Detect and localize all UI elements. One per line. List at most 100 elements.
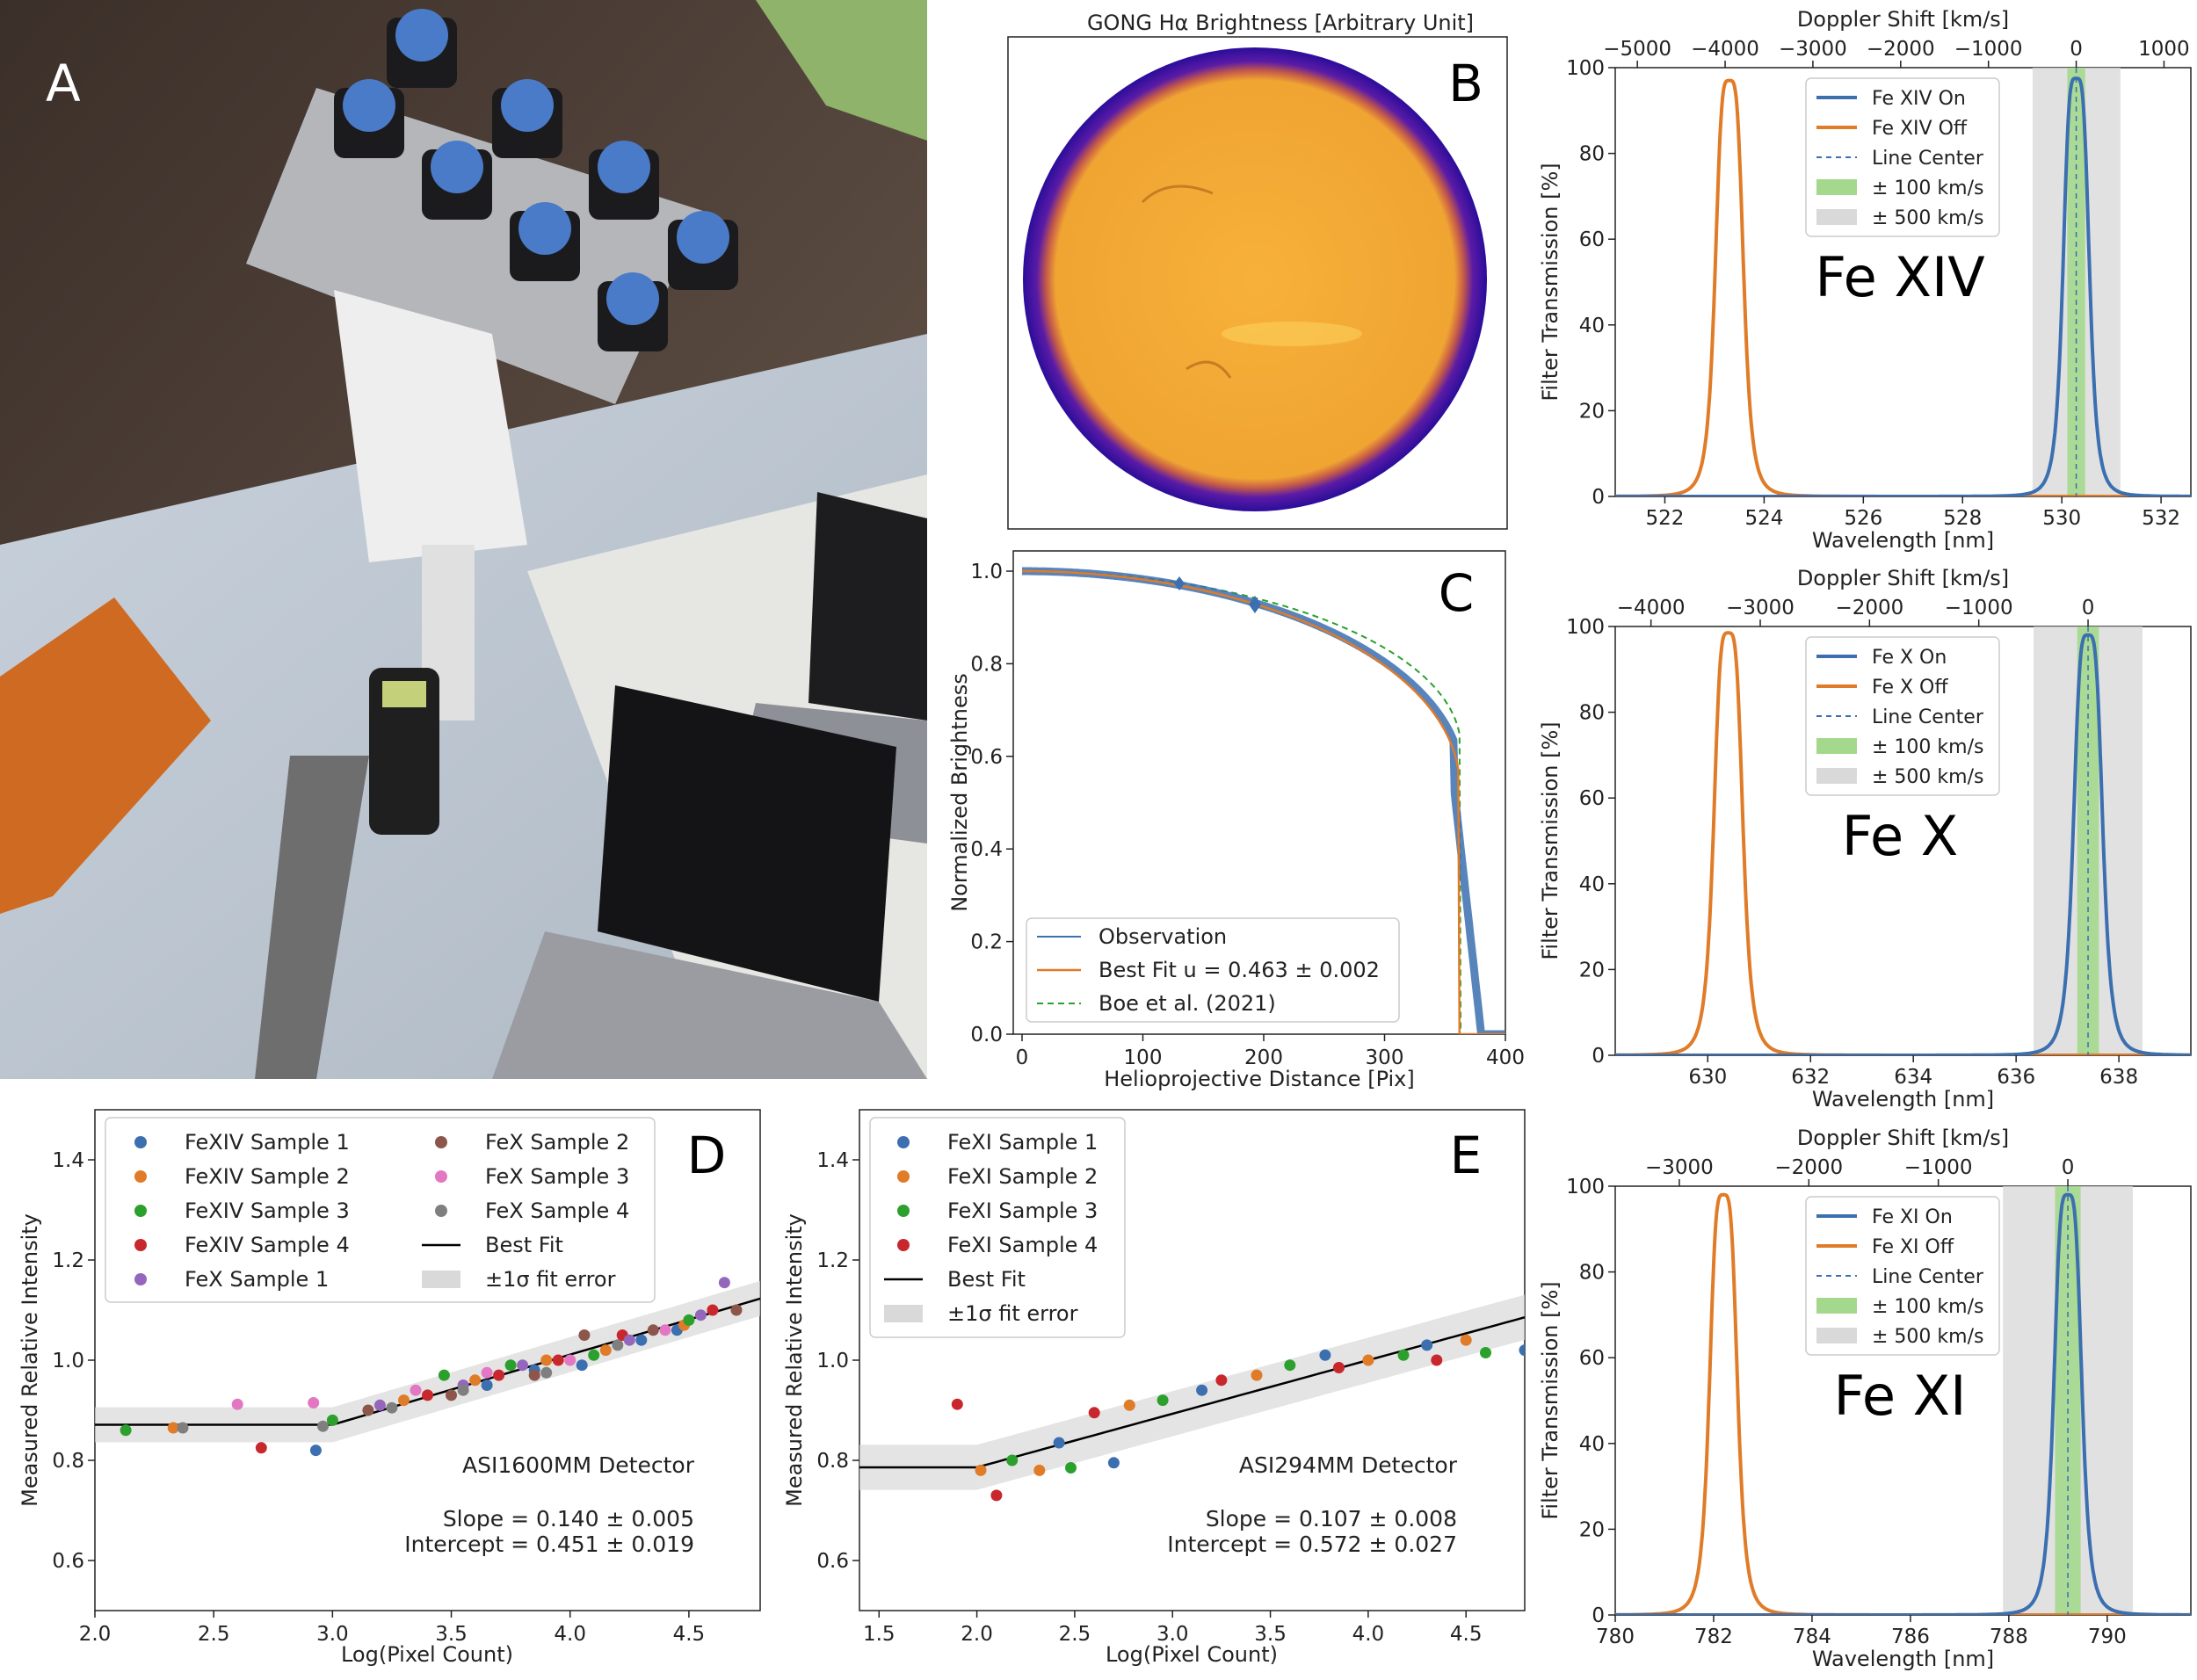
- legend-label: Fe X Off: [1872, 677, 1948, 699]
- y-tick-label: 20: [1579, 959, 1605, 981]
- data-point: [1460, 1334, 1472, 1346]
- boe-curve: [1022, 570, 1505, 1034]
- x-tick-label: 780: [1596, 1626, 1635, 1648]
- data-point: [167, 1422, 179, 1434]
- data-point: [1397, 1349, 1410, 1361]
- panel-d: 2.0 2.5 3.0 3.5 4.0 4.5 0.6 0.8 1.0 1.2 1.4 D ASI1…: [18, 1109, 761, 1667]
- spectral-plot-area: [1615, 1186, 2191, 1615]
- panel-d-legend: FeXIV Sample 1 FeXIV Sample 2 FeXIV Sample…: [105, 1117, 656, 1303]
- panel-b-title: GONG Hα Brightness [Arbitrary Unit]: [1087, 11, 1474, 35]
- x-tick-label: 400: [1486, 1046, 1525, 1069]
- observation-scatter-spikes: [1174, 576, 1261, 613]
- y-tick-label: 0.8: [816, 1450, 849, 1473]
- top-tick-label: −3000: [1779, 38, 1847, 61]
- legend-marker: [897, 1205, 910, 1217]
- panel-e-legend: FeXI Sample 1 FeXI Sample 2 FeXI Sample 3 F…: [869, 1117, 1126, 1338]
- legend-label: Fe XI Off: [1872, 1236, 1954, 1258]
- top-tick-label: 0: [2062, 1156, 2075, 1179]
- y-tick-label: 80: [1579, 1262, 1605, 1285]
- filter-off-curve: [1615, 631, 2191, 1055]
- legend-best-fit: Best Fit u = 0.463 ± 0.002: [1098, 958, 1380, 982]
- data-point: [326, 1414, 338, 1426]
- data-point: [517, 1359, 529, 1372]
- legend-label: Line Center: [1872, 148, 1984, 170]
- y-tick-label: 1.2: [52, 1249, 84, 1272]
- x-tick-label: 2.0: [961, 1623, 993, 1646]
- data-point: [683, 1314, 695, 1326]
- y-tick-label: 1.4: [52, 1149, 84, 1172]
- data-point: [1157, 1394, 1169, 1407]
- x-tick-label: 2.5: [198, 1623, 230, 1646]
- data-point: [975, 1464, 987, 1476]
- legend-label: FeX Sample 4: [485, 1198, 629, 1223]
- data-point: [398, 1394, 410, 1407]
- y-tick-label: 100: [1566, 616, 1605, 639]
- data-point: [309, 1445, 322, 1457]
- spectral-legend: Fe XI On Fe XI Off Line Center ± 100 km/s ± …: [1805, 1196, 2000, 1356]
- legend-label: ± 500 km/s: [1872, 207, 1983, 229]
- data-point: [422, 1389, 433, 1401]
- top-tick-label: −1000: [1954, 38, 2023, 61]
- data-point: [481, 1379, 493, 1391]
- legend-marker: [134, 1136, 147, 1148]
- filter-off-curve: [1615, 78, 2191, 496]
- y-tick-label: 0: [1592, 1045, 1605, 1068]
- data-point: [1107, 1457, 1120, 1469]
- data-point: [308, 1397, 320, 1408]
- data-point: [386, 1401, 398, 1414]
- data-point: [1319, 1349, 1331, 1361]
- data-point: [528, 1369, 540, 1381]
- data-point: [120, 1424, 132, 1437]
- top-tick-label: −5000: [1603, 38, 1671, 61]
- x-tick-label: 3.0: [1157, 1623, 1189, 1646]
- data-point: [576, 1359, 588, 1372]
- data-point: [635, 1334, 648, 1346]
- legend-label: FeXI Sample 3: [947, 1198, 1098, 1223]
- legend-box: [1805, 1196, 2000, 1356]
- spectral-legend: Fe X On Fe X Off Line Center ± 100 km/s ± 50…: [1805, 636, 2000, 796]
- x-tick-label: 528: [1943, 507, 1982, 530]
- data-point: [231, 1398, 243, 1410]
- legend-marker: [435, 1170, 447, 1183]
- data-point: [1006, 1454, 1019, 1466]
- data-point: [317, 1420, 329, 1432]
- legend-label: ± 100 km/s: [1872, 177, 1983, 199]
- data-point: [255, 1442, 267, 1454]
- x-tick-label: 786: [1891, 1626, 1930, 1648]
- y-tick-label: 0.8: [970, 653, 1003, 676]
- data-point: [1480, 1347, 1491, 1358]
- top-tick-label: −3000: [1726, 597, 1795, 619]
- legend-label: Line Center: [1872, 1266, 1984, 1288]
- intercept-text: Intercept = 0.451 ± 0.019: [404, 1532, 694, 1557]
- ion-label: Fe X: [1842, 804, 1959, 868]
- data-point: [1284, 1359, 1296, 1372]
- y-tick-label: 80: [1579, 143, 1605, 166]
- top-tick-label: −3000: [1645, 1156, 1714, 1179]
- best-fit-line: [859, 1315, 1525, 1469]
- y-tick-label: 40: [1579, 873, 1605, 896]
- x-tick-label: 782: [1694, 1626, 1733, 1648]
- x-tick-label: 634: [1894, 1066, 1932, 1089]
- y-tick-label: 0.6: [970, 746, 1003, 769]
- legend-label: FeXIV Sample 2: [185, 1164, 350, 1189]
- top-tick-label: −2000: [1774, 1156, 1843, 1179]
- top-tick-label: −4000: [1617, 597, 1686, 619]
- panel-e: 1.5 2.0 2.5 3.0 3.5 4.0 4.5 0.6 0.8 1.0 1.2 1.4 E A…: [782, 1109, 1526, 1667]
- panel-b: GONG Hα Brightness [Arbitrary Unit] B: [1007, 11, 1508, 530]
- legend-label: ± 100 km/s: [1872, 1296, 1983, 1318]
- wavelength-axis-label: Wavelength [nm]: [1812, 1647, 1994, 1671]
- y-tick-label: 0: [1592, 1604, 1605, 1627]
- panel-c-ylabel: Normalized Brightness: [947, 673, 972, 912]
- best-fit-curve: [1022, 569, 1505, 1034]
- legend-label: ± 500 km/s: [1872, 1326, 1983, 1348]
- doppler-axis-label: Doppler Shift [km/s]: [1797, 1126, 2009, 1150]
- top-tick-label: −2000: [1835, 597, 1903, 619]
- x-tick-label: 526: [1844, 507, 1882, 530]
- x-tick-label: 200: [1244, 1046, 1283, 1069]
- y-tick-label: 0.2: [970, 931, 1003, 954]
- legend-label: ±1σ fit error: [947, 1301, 1078, 1326]
- filament-1: [1141, 185, 1214, 204]
- y-tick-label: 60: [1579, 787, 1605, 810]
- data-point: [1088, 1407, 1100, 1419]
- x-tick-label: 4.0: [554, 1623, 586, 1646]
